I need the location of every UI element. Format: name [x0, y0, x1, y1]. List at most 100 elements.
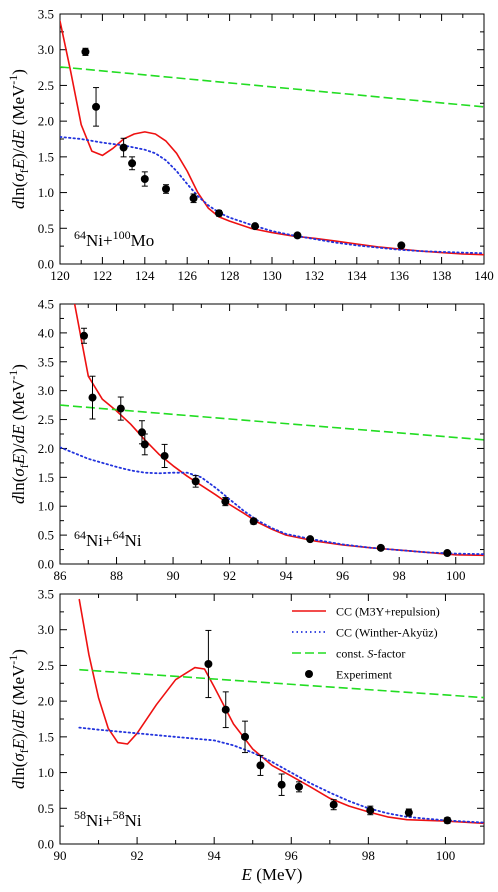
x-tick-label: 100: [436, 848, 456, 863]
x-tick-label: 130: [262, 268, 282, 283]
experiment-point: [277, 780, 286, 789]
y-axis-label: dln(σfE)/dE (MeV-1): [6, 364, 31, 504]
x-tick-label: 140: [474, 268, 494, 283]
x-axis-label: E (MeV): [241, 865, 303, 884]
experiment-point: [215, 209, 223, 218]
experiment-point: [128, 159, 137, 168]
series-line-cc-winther: [60, 446, 484, 556]
legend-label: CC (Winther-Akyüz): [336, 626, 438, 640]
x-tick-label: 134: [347, 268, 367, 283]
plot-frame: [59, 303, 485, 565]
y-tick-label: 0.0: [38, 257, 54, 272]
experiment-point: [251, 222, 260, 231]
x-tick-label: 136: [389, 268, 409, 283]
y-tick-label: 3.5: [38, 7, 54, 22]
y-tick-label: 3.0: [38, 383, 54, 398]
y-tick-label: 2.0: [38, 694, 54, 709]
y-tick-label: 4.5: [38, 297, 54, 312]
legend-marker: [305, 670, 313, 678]
reaction-mass-2: 58: [113, 808, 125, 822]
y-tick-label: 2.5: [38, 658, 54, 673]
experiment-point: [397, 241, 406, 250]
experiment-point: [119, 143, 128, 152]
experiment-point: [80, 331, 89, 340]
reaction-mass-1: 58: [74, 808, 86, 822]
experiment-point: [366, 806, 375, 815]
reaction-label: 58Ni+58Ni: [74, 808, 142, 830]
y-tick-label: 0.0: [38, 837, 54, 852]
reaction-element-1: Ni+: [86, 531, 113, 550]
series-line-const-s: [60, 66, 484, 108]
y-tick-label: 0.5: [38, 801, 54, 816]
experiment-point: [404, 808, 413, 817]
x-tick-label: 90: [167, 568, 180, 583]
experiment-point: [191, 477, 200, 486]
y-tick-label: 1.5: [38, 729, 54, 744]
x-tick-label: 92: [223, 568, 236, 583]
series-line-const-s: [79, 668, 484, 699]
x-tick-label: 126: [177, 268, 197, 283]
experiment-point: [160, 451, 169, 460]
reaction-mass-2: 100: [113, 228, 131, 242]
experiment-point: [306, 535, 315, 544]
experiment-point: [92, 102, 101, 111]
y-tick-label: 3.5: [38, 587, 54, 602]
reaction-element-1: Ni+: [86, 231, 113, 250]
experiment-point: [88, 393, 97, 402]
experiment-point: [162, 185, 170, 193]
y-tick-label: 0.0: [38, 557, 54, 572]
reaction-element-2: Mo: [131, 231, 155, 250]
x-tick-label: 94: [280, 568, 294, 583]
y-tick-label: 3.0: [38, 622, 54, 637]
series-line-cc-m3y: [73, 304, 484, 557]
x-tick-label: 96: [336, 568, 350, 583]
legend-label: Experiment: [336, 668, 393, 682]
reaction-label: 64Ni+64Ni: [74, 528, 142, 550]
experiment-point: [293, 231, 302, 240]
x-tick-label: 90: [54, 848, 67, 863]
experiment-point: [221, 497, 230, 506]
reaction-element-1: Ni+: [86, 811, 113, 830]
x-tick-label: 98: [362, 848, 375, 863]
x-tick-label: 86: [54, 568, 68, 583]
experiment-point: [221, 705, 230, 714]
y-axis-label: dln(σfE)/dE (MeV-1): [6, 69, 31, 209]
reaction-element-2: Ni: [125, 811, 142, 830]
x-tick-label: 88: [110, 568, 123, 583]
y-tick-label: 2.0: [38, 441, 54, 456]
experiment-point: [140, 175, 149, 183]
experiment-point: [204, 660, 213, 668]
x-tick-label: 132: [305, 268, 325, 283]
experiment-point: [81, 47, 90, 56]
experiment-point: [376, 543, 385, 552]
x-tick-label: 124: [135, 268, 155, 283]
experiment-point: [241, 732, 250, 741]
y-tick-label: 1.5: [38, 470, 54, 485]
y-tick-label: 0.5: [38, 221, 54, 236]
x-tick-label: 98: [393, 568, 406, 583]
panel-ni64-ni64: 86 88 90 92 94 96 98 100 0.0 0.5 1.0 1.5 2.0 2.5 3.0 3.…: [6, 297, 485, 583]
x-tick-label: 138: [432, 268, 452, 283]
x-tick-label: 96: [285, 848, 299, 863]
experiment-point: [443, 549, 452, 558]
x-tick-label: 122: [93, 268, 113, 283]
y-tick-label: 3.5: [38, 354, 54, 369]
panel-ni64-mo100: 120 122 124 126 128 130 132 134 136 138 140 0.0 0.5 1…: [6, 7, 494, 284]
y-tick-label: 2.5: [38, 412, 54, 427]
y-tick-label: 1.0: [38, 765, 54, 780]
reaction-mass-1: 64: [74, 228, 86, 242]
x-tick-label: 100: [446, 568, 466, 583]
experiment-point: [443, 816, 452, 825]
panel-ni58-ni58: 90 92 94 96 98 100 0.0 0.5 1.0 1.5 2.0 2.5 3.0 3.5 dln…: [6, 587, 485, 884]
y-tick-label: 3.0: [38, 42, 54, 57]
y-tick-label: 4.0: [38, 325, 54, 340]
y-tick-label: 1.0: [38, 185, 54, 200]
experiment-point: [189, 194, 198, 203]
y-tick-label: 1.5: [38, 149, 54, 164]
y-axis-label: dln(σfE)/dE (MeV-1): [6, 649, 31, 789]
y-tick-label: 2.5: [38, 78, 54, 93]
x-tick-label: 94: [208, 848, 222, 863]
experiment-point: [249, 517, 258, 526]
y-tick-label: 1.0: [38, 499, 54, 514]
experiment-point: [294, 782, 303, 791]
